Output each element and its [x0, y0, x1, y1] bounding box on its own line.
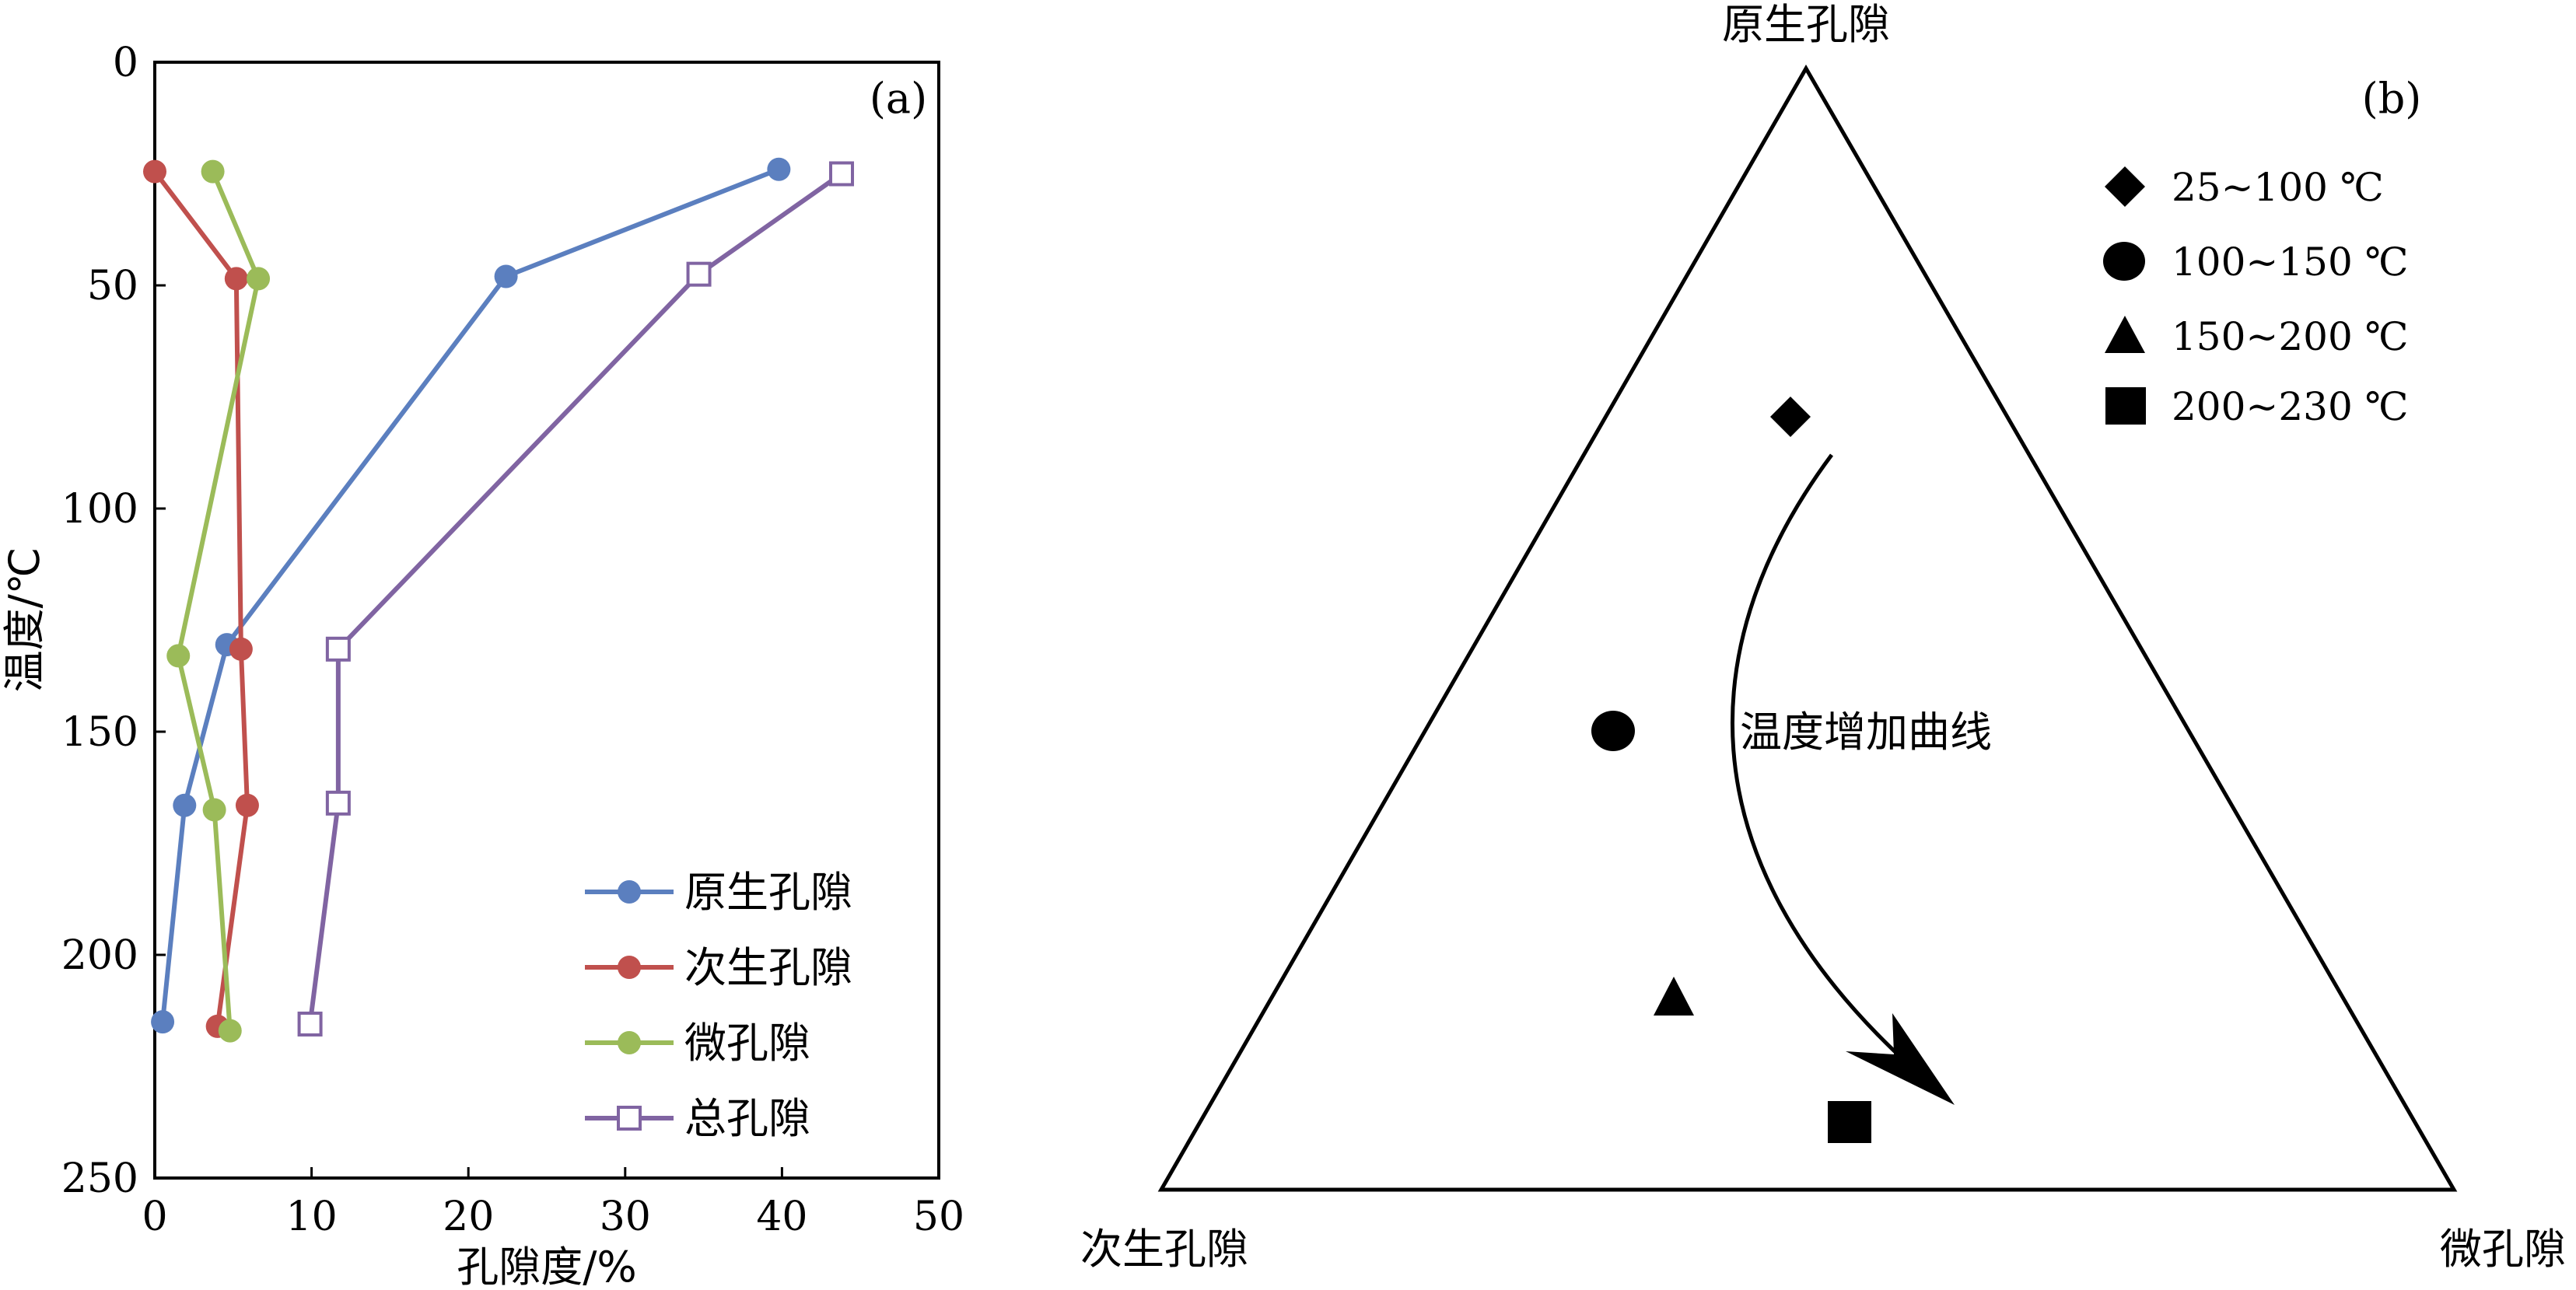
temperature-increase-curve	[1731, 453, 1911, 1067]
legend-label: 次生孔隙	[684, 943, 852, 992]
series-point	[494, 264, 518, 288]
series-point	[325, 636, 351, 662]
x-tick-label: 30	[600, 1194, 651, 1240]
x-tick-label: 10	[286, 1194, 338, 1240]
legend-marker-triangle	[2105, 316, 2145, 353]
series-point	[173, 793, 197, 817]
point-100-150	[1591, 711, 1635, 751]
panel-a-label: (a)	[870, 74, 927, 123]
point-25-100	[1770, 397, 1811, 437]
legend-label-circle: 100~150 ℃	[2172, 239, 2409, 285]
legend-marker-diamond	[2105, 166, 2145, 207]
panel-a-ticks: 0 10 20 30 40 50 0 50 100 150 200 250	[61, 40, 964, 1240]
series-point	[767, 157, 791, 181]
x-tick-label: 20	[443, 1194, 494, 1240]
y-tick-label: 100	[61, 486, 138, 533]
series-point	[218, 1019, 242, 1043]
legend-marker	[618, 1031, 641, 1054]
series-line	[152, 170, 250, 1027]
ternary-triangle	[1157, 64, 2458, 1192]
panel-a-line-chart: 0 10 20 30 40 50 0 50 100 150 200 250 (a) 孔隙度/% 温度/…	[0, 40, 964, 1290]
series-point	[686, 261, 712, 287]
legend-label: 原生孔隙	[684, 868, 852, 917]
series-point	[829, 161, 855, 187]
legend-label: 总孔隙	[684, 1094, 810, 1143]
series-point	[297, 1011, 323, 1037]
x-tick-label: 40	[756, 1194, 807, 1240]
curve-label: 温度增加曲线	[1740, 708, 1992, 757]
vertex-label-left: 次生孔隙	[1080, 1225, 1248, 1274]
curve-arrowhead-icon	[1846, 1013, 1955, 1105]
legend-marker-square	[2105, 387, 2146, 425]
legend-label-diamond: 25~100 ℃	[2172, 165, 2384, 210]
vertex-label-right: 微孔隙	[2440, 1225, 2566, 1274]
panel-b-legend: 25~100 ℃ 100~150 ℃ 150~200 ℃ 200~230 ℃	[2103, 165, 2409, 429]
vertex-label-top: 原生孔隙	[1722, 0, 1890, 49]
x-tick-label: 0	[142, 1194, 167, 1240]
legend-marker	[617, 1106, 642, 1131]
legend-label: 微孔隙	[684, 1019, 810, 1068]
legend-marker	[618, 880, 641, 904]
y-tick-label: 150	[61, 709, 138, 756]
x-tick-label: 50	[913, 1194, 964, 1240]
panel-a-plot-frame	[153, 61, 940, 1180]
series-point	[247, 267, 271, 291]
legend-marker-circle	[2103, 242, 2145, 281]
legend-marker	[618, 956, 641, 979]
series-point	[201, 159, 225, 184]
panel-a-series	[143, 157, 855, 1043]
legend-label-square: 200~230 ℃	[2172, 384, 2409, 429]
point-150-200	[1654, 977, 1694, 1016]
panel-b-label: (b)	[2362, 74, 2422, 123]
series-point	[166, 644, 191, 668]
y-axis-title: 温度/℃	[0, 547, 49, 693]
y-tick-label: 250	[61, 1155, 138, 1202]
point-200-230	[1828, 1101, 1871, 1143]
series-point	[235, 793, 259, 817]
legend-label-triangle: 150~200 ℃	[2172, 314, 2409, 359]
y-tick-label: 50	[87, 263, 138, 309]
y-tick-label: 200	[61, 932, 138, 979]
series-point	[143, 159, 166, 184]
series-point	[202, 798, 226, 822]
series-point	[325, 790, 351, 816]
panel-b-ternary-diagram: 原生孔隙 次生孔隙 微孔隙 (b) 25~100 ℃ 100~150 ℃ 150…	[1080, 0, 2566, 1274]
x-axis-title: 孔隙度/%	[457, 1243, 637, 1290]
y-tick-label: 0	[113, 40, 138, 86]
series-point	[229, 637, 253, 661]
series-line	[176, 170, 261, 1031]
series-point	[151, 1010, 175, 1034]
series-point	[224, 267, 248, 291]
